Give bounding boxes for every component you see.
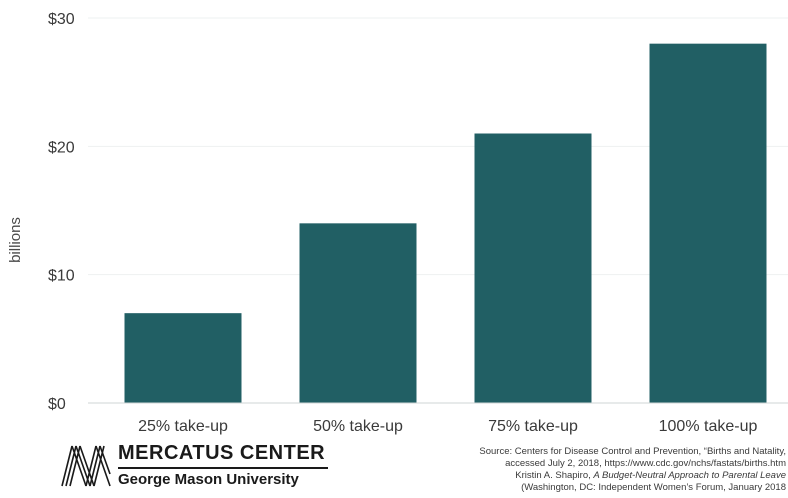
bar <box>299 223 417 403</box>
y-tick-label: $20 <box>48 139 75 156</box>
bars <box>124 43 767 404</box>
mercatus-m-logo-icon <box>61 445 111 487</box>
y-axis-ticks: $0 $10 $20 $30 <box>48 11 75 413</box>
source-line-3: Kristin A. Shapiro, A Budget-Neutral App… <box>410 470 786 482</box>
bar <box>124 313 242 403</box>
logo-subtitle: George Mason University <box>118 471 299 488</box>
source-line-1: Source: Centers for Disease Control and … <box>479 446 786 457</box>
mercatus-logo: MERCATUS CENTER George Mason University <box>60 440 330 492</box>
x-category-label: 75% take-up <box>488 418 578 435</box>
category-labels: 25% take-up 50% take-up 75% take-up 100% ta… <box>138 418 757 435</box>
x-category-label: 50% take-up <box>313 418 403 435</box>
logo-name: MERCATUS CENTER <box>118 442 326 464</box>
source-line-3-text: Kristin A. Shapiro, <box>515 470 594 481</box>
bar <box>649 43 767 404</box>
logo-divider <box>118 467 328 469</box>
y-tick-label: $30 <box>48 11 75 28</box>
y-tick-label: $0 <box>48 396 66 413</box>
x-category-label: 25% take-up <box>138 418 228 435</box>
x-category-label: 100% take-up <box>659 418 758 435</box>
y-tick-label: $10 <box>48 268 75 285</box>
source-note: Source: Centers for Disease Control and … <box>410 446 786 496</box>
bar <box>474 133 592 403</box>
source-line-4: (Washington, DC: Independent Women’s For… <box>521 482 786 493</box>
source-line-2: accessed July 2, 2018, https://www.cdc.g… <box>505 458 786 469</box>
source-line-3-title: A Budget-Neutral Approach to Parental Le… <box>593 470 786 481</box>
y-axis-label: billions <box>7 217 24 263</box>
